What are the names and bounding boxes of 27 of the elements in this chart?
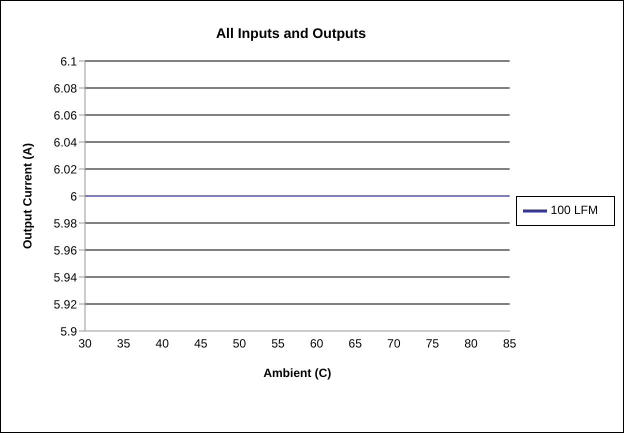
y-tick-label: 6.08	[54, 81, 78, 96]
y-tick-label: 6.06	[54, 108, 78, 122]
x-axis-title: Ambient (C)	[263, 366, 332, 380]
y-tick-label: 5.9	[60, 324, 78, 338]
y-tick-label: 6.02	[54, 162, 78, 176]
x-tick-label: 55	[271, 336, 286, 351]
x-tick-label: 50	[232, 336, 246, 351]
x-tick-label: 35	[116, 336, 131, 351]
legend-label: 100 LFM	[550, 203, 598, 218]
y-axis-title: Output Current (A)	[20, 143, 34, 249]
y-tick-label: 6.04	[54, 135, 78, 150]
y-tick-label: 6	[70, 189, 78, 204]
x-tick-label: 70	[387, 336, 401, 351]
x-tick-label: 30	[78, 336, 92, 351]
chart-title: All Inputs and Outputs	[214, 25, 368, 41]
x-tick-label: 65	[348, 336, 362, 351]
y-tick-label: 5.94	[54, 270, 78, 284]
y-tick-label: 5.92	[54, 297, 78, 312]
y-tick-label: 5.96	[54, 243, 78, 258]
y-tick-label: 6.1	[60, 54, 78, 68]
y-tick-label: 5.98	[54, 216, 78, 230]
x-tick-label: 40	[156, 336, 170, 351]
x-tick-label: 80	[464, 336, 478, 351]
x-tick-label: 60	[310, 336, 324, 351]
x-tick-label: 75	[426, 336, 440, 351]
x-tick-label: 45	[194, 336, 208, 351]
x-tick-label: 85	[502, 336, 517, 351]
